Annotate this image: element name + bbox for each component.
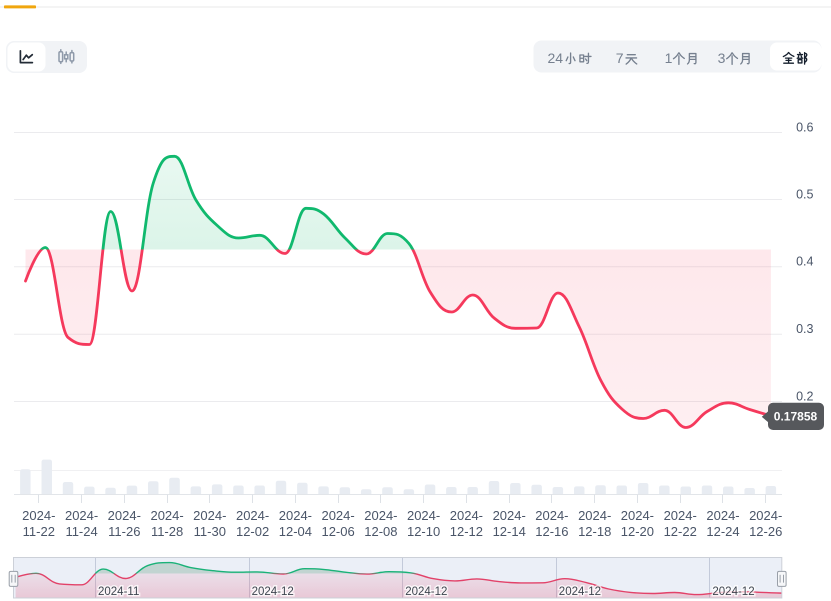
svg-text:0.3: 0.3 [796, 322, 813, 336]
svg-text:11-22: 11-22 [23, 524, 55, 539]
svg-text:2024-: 2024- [108, 508, 141, 523]
svg-text:2024-: 2024- [621, 508, 654, 523]
svg-text:2024-: 2024- [450, 508, 483, 523]
svg-text:3: 3 [718, 50, 726, 66]
svg-text:2024-: 2024- [65, 508, 98, 523]
svg-text:2024-: 2024- [321, 508, 354, 523]
svg-text:2024-12: 2024-12 [712, 586, 754, 598]
svg-text:0.5: 0.5 [796, 187, 813, 201]
svg-text:24: 24 [548, 50, 564, 66]
svg-text:2024-: 2024- [150, 508, 183, 523]
svg-text:2024-: 2024- [749, 508, 782, 523]
svg-text:0.17858: 0.17858 [774, 410, 818, 424]
svg-text:0.2: 0.2 [796, 389, 813, 403]
svg-text:12-04: 12-04 [279, 524, 312, 539]
svg-text:2024-: 2024- [664, 508, 697, 523]
svg-text:2024-: 2024- [193, 508, 226, 523]
svg-text:12-16: 12-16 [535, 524, 568, 539]
svg-text:12-06: 12-06 [321, 524, 354, 539]
svg-text:12-14: 12-14 [493, 524, 526, 539]
svg-text:12-24: 12-24 [706, 524, 739, 539]
svg-text:2024-: 2024- [22, 508, 55, 523]
svg-text:2024-: 2024- [706, 508, 739, 523]
svg-text:0.4: 0.4 [796, 255, 813, 269]
svg-text:2024-11: 2024-11 [98, 586, 139, 598]
svg-text:2024-: 2024- [407, 508, 440, 523]
svg-text:2024-12: 2024-12 [252, 586, 294, 598]
svg-text:2024-: 2024- [279, 508, 312, 523]
svg-text:12-02: 12-02 [236, 524, 269, 539]
svg-text:11-30: 11-30 [194, 524, 226, 539]
svg-text:2024-: 2024- [236, 508, 269, 523]
svg-text:11-28: 11-28 [151, 524, 183, 539]
svg-text:11-24: 11-24 [65, 524, 97, 539]
svg-text:2024-: 2024- [493, 508, 526, 523]
svg-text:0.6: 0.6 [796, 120, 813, 134]
svg-text:12-12: 12-12 [450, 524, 483, 539]
svg-text:2024-: 2024- [578, 508, 611, 523]
svg-text:2024-: 2024- [364, 508, 397, 523]
svg-text:2024-12: 2024-12 [559, 586, 601, 598]
svg-text:2024-: 2024- [535, 508, 568, 523]
svg-text:2024-12: 2024-12 [405, 586, 447, 598]
svg-text:12-18: 12-18 [578, 524, 611, 539]
svg-text:12-10: 12-10 [407, 524, 440, 539]
svg-text:7: 7 [616, 50, 624, 66]
svg-text:12-08: 12-08 [364, 524, 397, 539]
svg-text:12-22: 12-22 [664, 524, 697, 539]
svg-text:12-20: 12-20 [621, 524, 654, 539]
svg-text:1: 1 [665, 50, 673, 66]
svg-text:11-26: 11-26 [108, 524, 140, 539]
svg-text:12-26: 12-26 [749, 524, 782, 539]
